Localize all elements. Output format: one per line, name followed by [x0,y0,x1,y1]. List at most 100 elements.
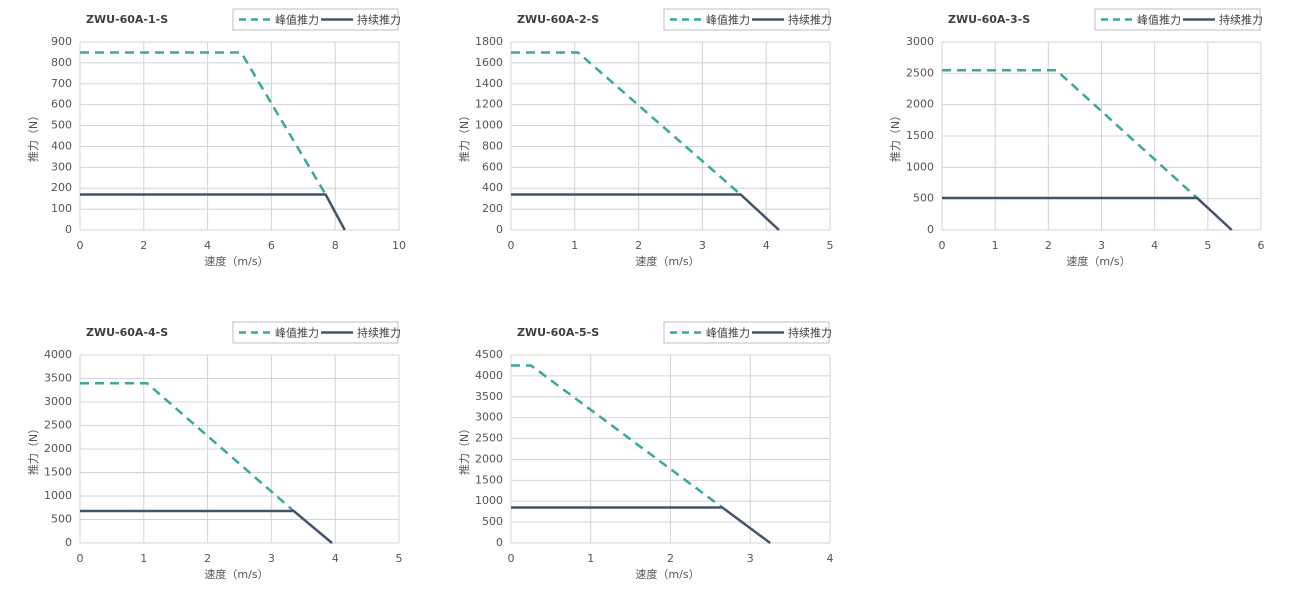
x-axis-title: 速度（m/s） [635,567,699,581]
legend-label: 持续推力 [357,13,401,27]
y-tick-label: 1000 [475,494,503,507]
y-tick-label: 1200 [475,98,503,111]
data-line [511,193,780,231]
y-axis-title: 推力（N） [457,110,471,162]
y-tick-label: 900 [51,35,72,48]
y-tick-label: 100 [51,202,72,215]
x-tick-label: 2 [140,239,147,252]
y-tick-label: 400 [482,181,503,194]
legend-label: 峰值推力 [1137,13,1181,27]
legend-box [232,8,399,31]
y-tick-label: 2500 [475,432,503,445]
x-tick-label: 4 [763,239,770,252]
y-tick-label: 300 [51,160,72,173]
chart-title: ZWU-60A-4-S [86,326,168,339]
y-tick-label: 800 [51,56,72,69]
y-tick-label: 0 [496,536,503,549]
chart-title: ZWU-60A-3-S [948,13,1030,26]
y-tick-label: 200 [482,202,503,215]
y-tick-label: 2000 [475,452,503,465]
legend-box [663,8,830,31]
y-tick-label: 2500 [44,419,72,432]
y-tick-label: 2000 [906,98,934,111]
y-axis-title: 推力（N） [26,110,40,162]
legend-box [1094,8,1261,31]
x-tick-label: 10 [392,239,406,252]
chart-title: ZWU-60A-5-S [517,326,599,339]
y-axis-title: 推力（N） [26,423,40,475]
legend-label: 峰值推力 [275,326,319,340]
x-axis-title: 速度（m/s） [204,254,268,268]
y-tick-label: 4500 [475,348,503,361]
data-line [942,196,1233,231]
x-tick-label: 2 [635,239,642,252]
y-tick-label: 500 [913,192,934,205]
y-tick-label: 4000 [44,348,72,361]
x-tick-label: 3 [268,552,275,565]
y-axis-title: 推力（N） [888,110,902,162]
y-tick-label: 1600 [475,56,503,69]
y-tick-label: 600 [482,160,503,173]
legend-label: 持续推力 [788,13,832,27]
legend-box [663,321,830,344]
y-tick-label: 2000 [44,442,72,455]
legend-label: 峰值推力 [706,13,750,27]
chart-panel: 0 500 1000 1500 2000 2500 3000 3500 4000 0 1 2 3 4 5 ZW… [26,321,403,581]
x-tick-label: 4 [1151,239,1158,252]
y-tick-label: 1500 [44,466,72,479]
x-tick-label: 1 [992,239,999,252]
chart-panel: 0 100 200 300 400 500 600 700 800 900 0 2 4 6 8 10 ZWU-6… [26,8,406,268]
x-tick-label: 5 [827,239,834,252]
x-tick-label: 2 [667,552,674,565]
x-tick-label: 0 [508,552,515,565]
data-line [80,193,346,231]
y-tick-label: 500 [51,119,72,132]
legend-label: 峰值推力 [706,326,750,340]
y-tick-label: 2500 [906,66,934,79]
y-tick-label: 1400 [475,77,503,90]
x-tick-label: 4 [204,239,211,252]
y-tick-label: 1500 [475,473,503,486]
x-tick-label: 4 [827,552,834,565]
chart-title: ZWU-60A-1-S [86,13,168,26]
y-tick-label: 500 [482,515,503,528]
y-tick-label: 700 [51,77,72,90]
data-line [942,68,1199,199]
y-tick-label: 3500 [475,390,503,403]
y-tick-label: 1000 [475,119,503,132]
x-tick-label: 0 [77,552,84,565]
y-tick-label: 0 [496,223,503,236]
y-tick-label: 3500 [44,372,72,385]
x-tick-label: 6 [268,239,275,252]
y-tick-label: 400 [51,139,72,152]
y-tick-label: 3000 [44,395,72,408]
chart-panel: 0 200 400 600 800 1000 1200 1400 1600 1800 0 1 2 3 4 5 Z… [457,8,834,268]
y-tick-label: 0 [65,536,72,549]
y-tick-label: 3000 [906,35,934,48]
y-tick-label: 1000 [44,489,72,502]
x-tick-label: 3 [747,552,754,565]
y-tick-label: 3000 [475,411,503,424]
x-tick-label: 5 [1204,239,1211,252]
x-tick-label: 0 [77,239,84,252]
y-tick-label: 1000 [906,160,934,173]
x-tick-label: 2 [204,552,211,565]
chart-panel: 0 500 1000 1500 2000 2500 3000 0 1 2 3 4 5 6 ZWU-60A-3… [888,8,1265,268]
x-tick-label: 0 [508,239,515,252]
x-tick-label: 6 [1258,239,1265,252]
chart-title: ZWU-60A-2-S [517,13,599,26]
legend-box [232,321,399,344]
x-tick-label: 3 [1098,239,1105,252]
x-tick-label: 4 [332,552,339,565]
y-tick-label: 0 [65,223,72,236]
y-tick-label: 0 [927,223,934,236]
data-line [511,51,742,196]
y-tick-label: 1500 [906,129,934,142]
y-tick-label: 800 [482,139,503,152]
legend-label: 峰值推力 [275,13,319,27]
x-axis-title: 速度（m/s） [1066,254,1130,268]
x-tick-label: 1 [587,552,594,565]
y-axis-title: 推力（N） [457,423,471,475]
y-tick-label: 600 [51,98,72,111]
